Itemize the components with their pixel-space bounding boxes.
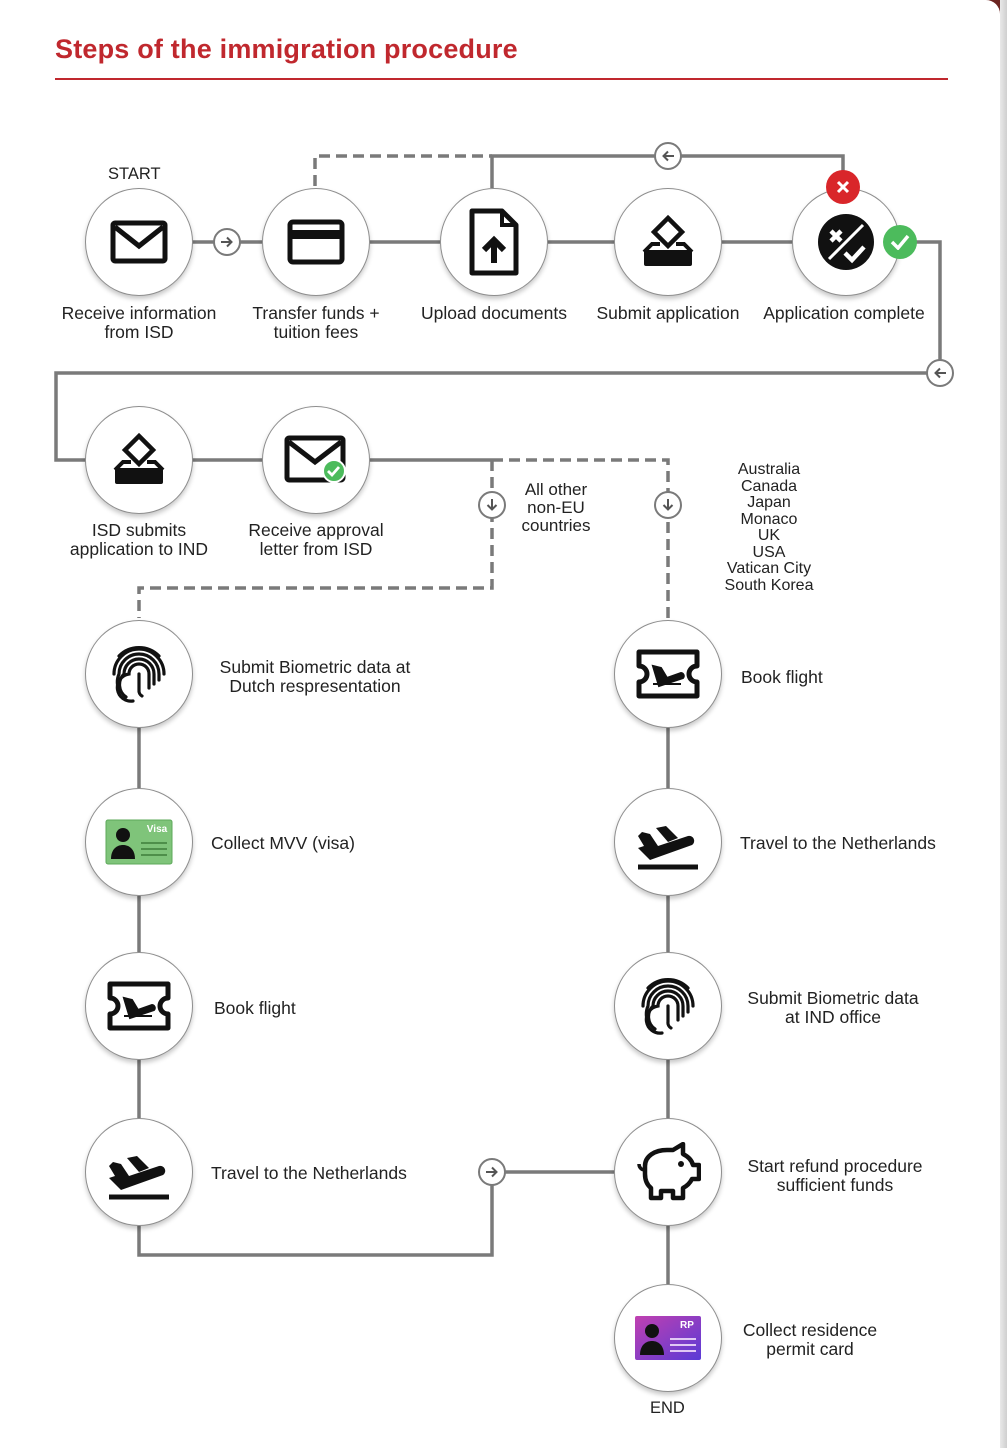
flight-ticket-icon: [636, 649, 700, 699]
fingerprint-icon: [112, 646, 166, 703]
country-item: Canada: [740, 477, 798, 495]
step-label: Start refund procedure sufficient funds: [747, 1156, 923, 1195]
upload-file-icon: [469, 208, 519, 276]
arrow-down-icon: [478, 491, 506, 519]
checked-stamp-icon: [818, 214, 874, 270]
piggy-bank-icon: [637, 1142, 701, 1201]
step-label: Submit application: [596, 303, 740, 323]
step-isd-submits: [85, 406, 193, 514]
permit-card-text: RP: [680, 1320, 694, 1331]
ballot-box-icon: [642, 214, 694, 266]
step-label: Book flight: [214, 998, 296, 1018]
step-label: Submit Biometric data at IND office: [747, 988, 919, 1027]
step-receive-information: [85, 188, 193, 296]
country-item: Vatican City: [726, 560, 812, 577]
step-label: Application complete: [763, 303, 925, 323]
envelope-icon: [110, 220, 168, 264]
step-travel-left: [85, 1118, 193, 1226]
step-book-flight-right: [614, 620, 722, 728]
arrow-right-icon: [213, 228, 241, 256]
fingerprint-icon: [641, 978, 695, 1035]
step-transfer-funds: [262, 188, 370, 296]
step-label: Travel to the Netherlands: [740, 833, 936, 853]
arrow-right-icon: [478, 1158, 506, 1186]
approve-badge-icon: [883, 225, 917, 259]
flight-ticket-icon: [107, 981, 171, 1031]
step-upload-documents: [440, 188, 548, 296]
step-label: Collect MVV (visa): [211, 833, 355, 853]
credit-card-icon: [287, 219, 345, 265]
step-biometric-dutch: [85, 620, 193, 728]
step-label: Travel to the Netherlands: [211, 1163, 407, 1183]
step-label: Collect residence permit card: [742, 1320, 878, 1359]
step-label: Receive information from ISD: [61, 303, 217, 342]
step-label: Receive approval letter from ISD: [248, 520, 384, 559]
step-submit-application: [614, 188, 722, 296]
step-label: Transfer funds + tuition fees: [252, 303, 380, 342]
page-title: Steps of the immigration procedure: [55, 34, 518, 64]
plane-takeoff-icon: [638, 826, 698, 870]
step-biometric-ind: [614, 952, 722, 1060]
arrow-left-icon: [926, 359, 954, 387]
country-item: Japan: [747, 494, 791, 511]
country-item: UK: [757, 527, 781, 544]
residence-permit-icon: RP: [635, 1316, 701, 1360]
step-label: Submit Biometric data at Dutch respresent…: [219, 657, 411, 696]
step-label: ISD submits application to IND: [69, 520, 209, 559]
arrow-left-icon: [654, 142, 682, 170]
step-application-complete: [792, 188, 900, 296]
plane-takeoff-icon: [109, 1156, 169, 1200]
ballot-box-icon: [113, 432, 165, 484]
start-label: START: [108, 165, 161, 183]
reject-badge-icon: [826, 170, 860, 204]
arrow-down-icon: [654, 491, 682, 519]
end-label: END: [650, 1399, 685, 1417]
step-receive-approval: [262, 406, 370, 514]
step-book-flight-left: [85, 952, 193, 1060]
branch-other-countries-label: All other non-EU countries: [521, 480, 591, 535]
title-rule: [55, 78, 948, 80]
country-item: Monaco: [740, 510, 798, 528]
envelope-check-icon: [284, 435, 346, 483]
step-collect-permit: RP: [614, 1284, 722, 1392]
visa-card-icon: Visa: [105, 819, 173, 865]
step-refund: [614, 1118, 722, 1226]
visa-card-text: Visa: [147, 824, 168, 835]
step-travel-right: [614, 788, 722, 896]
country-item: Australia: [737, 461, 801, 478]
branch-country-list: Australia Canada Japan Monaco UK USA Vat…: [710, 461, 828, 594]
page-edge: [1000, 0, 1007, 1448]
country-item: USA: [752, 543, 786, 561]
step-label: Book flight: [741, 667, 823, 687]
country-item: South Korea: [724, 576, 814, 594]
step-label: Upload documents: [421, 303, 567, 323]
step-collect-mvv: Visa: [85, 788, 193, 896]
